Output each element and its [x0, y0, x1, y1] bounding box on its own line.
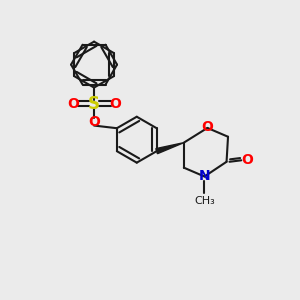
Polygon shape: [156, 142, 184, 154]
Text: O: O: [202, 120, 213, 134]
Text: O: O: [109, 97, 121, 111]
Text: O: O: [67, 97, 79, 111]
Text: N: N: [199, 169, 210, 184]
Text: O: O: [241, 153, 253, 167]
Text: S: S: [88, 95, 100, 113]
Text: CH₃: CH₃: [194, 196, 215, 206]
Text: O: O: [88, 115, 100, 129]
